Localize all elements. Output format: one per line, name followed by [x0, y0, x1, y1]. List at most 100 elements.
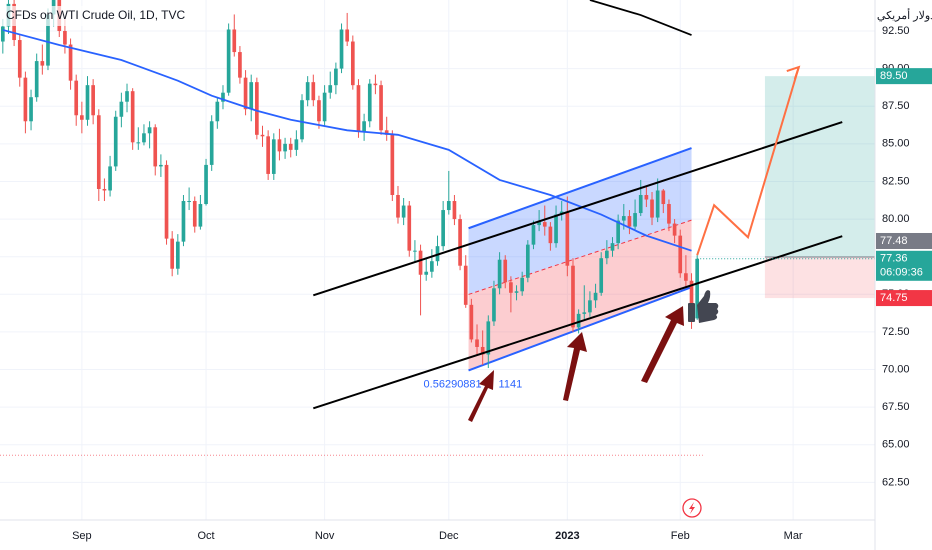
- moving-average: [2, 29, 692, 252]
- candle-body: [40, 61, 45, 66]
- candle-body: [509, 282, 513, 293]
- candle-body: [689, 280, 694, 319]
- x-tick-label: Oct: [197, 530, 214, 542]
- candle-body: [294, 139, 299, 150]
- candle-body: [650, 199, 654, 218]
- candle-body: [277, 139, 282, 152]
- candle-body: [260, 134, 265, 137]
- candle-body: [463, 265, 468, 305]
- candle-body: [119, 101, 124, 117]
- candle-body: [29, 97, 33, 122]
- candle-body: [249, 82, 254, 110]
- candle-body: [413, 250, 417, 252]
- candle-body: [300, 100, 304, 140]
- x-tick-label: 2023: [555, 530, 579, 542]
- candle-body: [638, 195, 643, 214]
- candle-body: [661, 190, 666, 205]
- candle-body: [142, 133, 146, 143]
- channel-upper-fill: [468, 148, 692, 295]
- candle-body: [68, 44, 73, 81]
- candle-body: [616, 220, 620, 244]
- channel-upper: [468, 147, 692, 230]
- candle-body: [96, 115, 101, 189]
- target-label: 89.50: [880, 70, 908, 82]
- candle-body: [226, 29, 231, 93]
- target-label-bg: [876, 68, 932, 85]
- candle-body: [305, 82, 310, 101]
- y-tick-label: 72.50: [882, 326, 910, 338]
- candle-body: [446, 201, 451, 211]
- candle-body: [204, 164, 208, 205]
- alert-bolt: [689, 502, 695, 514]
- candle-body: [266, 136, 270, 174]
- candle-body: [221, 92, 225, 102]
- currency-label: دولار أمريكي: [877, 8, 932, 22]
- channel-lower-fill: [468, 220, 692, 371]
- target-zone: [764, 76, 875, 257]
- x-tick-label: Mar: [784, 530, 803, 542]
- trend-line: [312, 121, 843, 297]
- candle-body: [243, 77, 248, 110]
- thumb-hand: [697, 290, 719, 323]
- candle-body: [91, 85, 95, 116]
- candle-body: [486, 321, 491, 355]
- candle-body: [430, 261, 434, 272]
- candle-body: [475, 339, 479, 347]
- candle-body: [667, 204, 671, 224]
- candle-body: [23, 77, 28, 122]
- arrow: [641, 306, 684, 383]
- candle-body: [576, 313, 581, 328]
- arrow: [563, 332, 587, 401]
- candle-body: [198, 204, 203, 227]
- candle-body: [396, 195, 400, 218]
- alert-icon: [682, 498, 702, 518]
- candle-body: [170, 238, 175, 269]
- trend-line: [696, 66, 800, 256]
- candle-body: [108, 166, 112, 191]
- candle-body: [125, 91, 129, 102]
- candle-body: [672, 223, 677, 236]
- candle-body: [384, 130, 389, 135]
- candle-body: [610, 243, 615, 251]
- last-price-label: 77.36: [880, 253, 908, 265]
- y-tick-label: 70.00: [882, 363, 910, 375]
- candle-body: [74, 80, 79, 116]
- candle-body: [605, 250, 609, 259]
- candle-body: [215, 101, 220, 122]
- candle-body: [514, 291, 519, 293]
- candle-body: [283, 143, 287, 152]
- candle-body: [356, 85, 361, 132]
- x-tick-label: Dec: [439, 530, 459, 542]
- candle-body: [571, 265, 575, 328]
- candle-body: [255, 82, 259, 135]
- candle-body: [334, 68, 338, 86]
- candle-body: [599, 258, 604, 293]
- y-tick-label: 85.00: [882, 138, 910, 150]
- entry-label-bg: [876, 232, 932, 249]
- channel-annotation: 1141: [499, 378, 523, 390]
- candle-body: [627, 216, 632, 227]
- candle-body: [63, 30, 67, 45]
- y-tick-label: 67.50: [882, 401, 910, 413]
- candle-body: [311, 82, 316, 101]
- candle-body: [187, 201, 191, 203]
- y-tick-label: 87.50: [882, 100, 910, 112]
- moving-average: [589, 0, 692, 36]
- stop-zone: [764, 256, 875, 299]
- candle-body: [621, 216, 626, 221]
- candle-body: [362, 121, 366, 132]
- candle-body: [159, 164, 163, 167]
- candle-body: [317, 100, 321, 122]
- arrows: [468, 306, 684, 422]
- candle-body: [492, 288, 496, 322]
- candle-body: [367, 83, 372, 122]
- candle-body: [525, 244, 530, 278]
- candle-body: [46, 14, 50, 66]
- candle-body: [390, 134, 395, 195]
- candle-body: [85, 85, 90, 120]
- candle-body: [113, 116, 118, 167]
- y-tick-label: 92.50: [882, 25, 910, 37]
- stop-label: 74.75: [880, 292, 908, 304]
- candle-body: [136, 142, 141, 144]
- candle-body: [328, 85, 333, 93]
